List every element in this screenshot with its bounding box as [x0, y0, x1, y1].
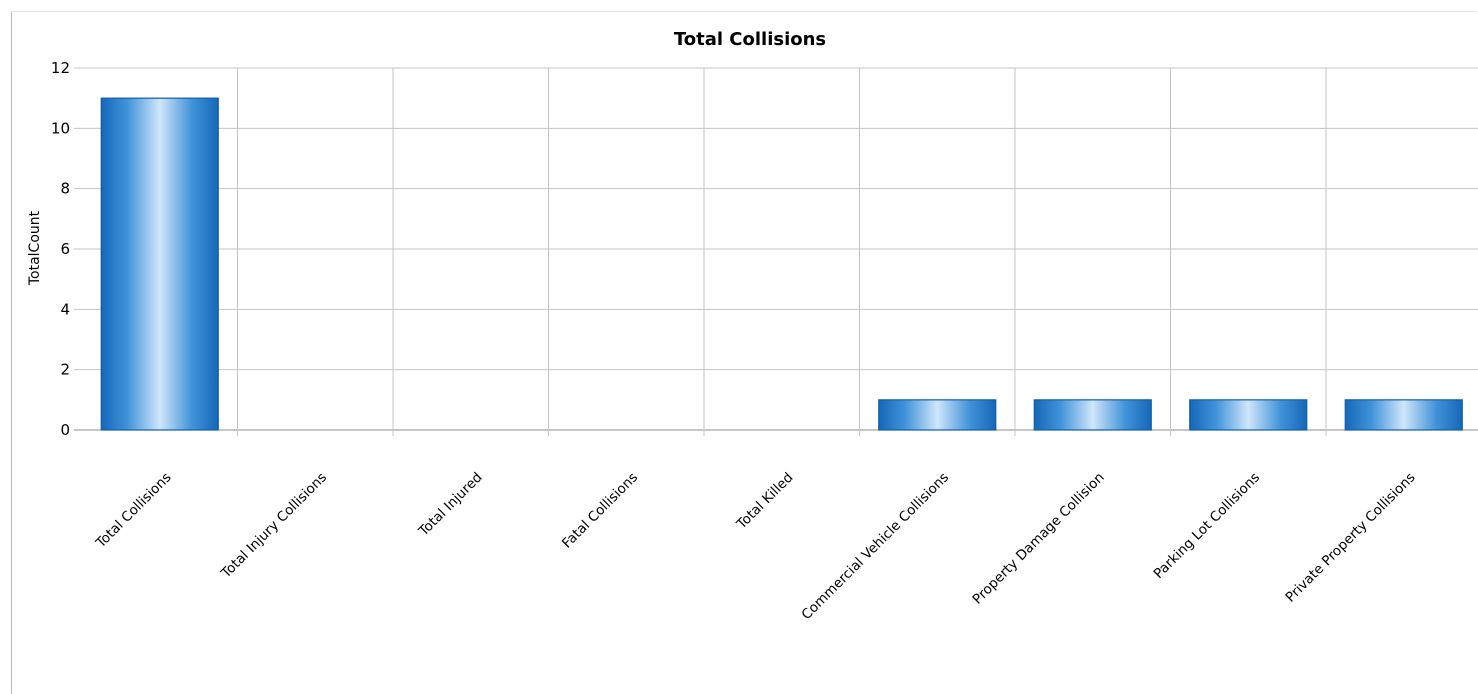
bar: [100, 97, 219, 431]
y-axis-ticks: 0 2 4 6 8 10 12: [51, 59, 70, 439]
chart-title: Total Collisions: [674, 29, 826, 50]
x-tick-label: Fatal Collisions: [559, 470, 641, 552]
y-axis-label: TotalCount: [27, 210, 43, 286]
y-tick-label: 2: [60, 361, 70, 379]
y-tick-label: 12: [51, 59, 70, 77]
y-tick-label: 4: [60, 300, 70, 318]
bar: [1033, 399, 1152, 431]
gridlines: [74, 67, 1478, 436]
x-tick-label: Private Property Collisions: [1283, 470, 1419, 606]
y-tick-label: 10: [51, 119, 70, 137]
x-axis-labels: Total Collisions Total Injury Collisions T…: [92, 470, 1418, 624]
x-tick-label: Total Injury Collisions: [218, 470, 330, 582]
bar: [1189, 399, 1308, 431]
y-tick-label: 8: [60, 180, 70, 198]
bars: [100, 97, 1463, 431]
bar: [878, 399, 997, 431]
x-tick-label: Total Killed: [733, 470, 797, 534]
x-tick-label: Commercial Vehicle Collisions: [799, 470, 953, 624]
y-tick-label: 6: [60, 240, 70, 258]
x-tick-label: Property Damage Collision: [970, 470, 1108, 608]
chart-frame: [11, 11, 1477, 694]
x-tick-label: Total Injured: [415, 470, 486, 541]
x-tick-label: Total Collisions: [92, 470, 174, 552]
y-tick-label: 0: [60, 421, 70, 439]
bar: [1344, 399, 1463, 431]
x-tick-label: Parking Lot Collisions: [1151, 470, 1263, 582]
